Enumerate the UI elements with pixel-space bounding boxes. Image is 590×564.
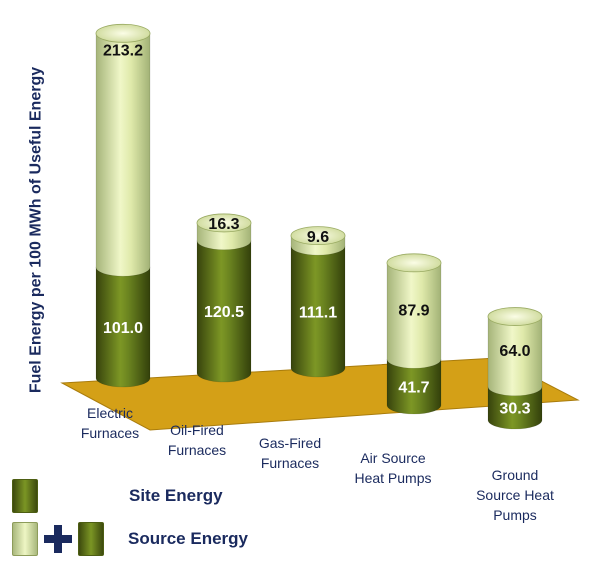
x-axis-label: Furnaces (261, 455, 319, 471)
source-energy-swatch (12, 522, 38, 556)
bars: 101.0 213.2 120.5 16.3 111.1 9.6 41.7 87.9 30.3 6… (95, 23, 543, 430)
y-axis-label: Fuel Energy per 100 MWh of Useful Energy (6, 60, 66, 400)
site-energy-bar (487, 386, 543, 430)
source-energy-value: 16.3 (208, 216, 239, 233)
site-energy-bar (386, 358, 442, 415)
bar-top-cap (196, 213, 252, 233)
x-axis-label: Furnaces (168, 442, 226, 458)
site-energy-value: 41.7 (398, 379, 429, 396)
x-axis-label: Gas-Fired (259, 435, 321, 451)
source-energy-value: 213.2 (103, 43, 143, 60)
x-axis-label: Air Source (360, 450, 426, 466)
x-axis-label: Pumps (493, 507, 537, 523)
bar-top-cap (290, 226, 346, 245)
bar-top-cap (487, 307, 543, 326)
source-energy-bar (487, 316, 543, 397)
site-energy-value: 120.5 (204, 304, 244, 321)
legend-source: Source Energy (12, 522, 248, 556)
site-energy-bar (196, 240, 252, 383)
x-axis-label: Heat Pumps (354, 470, 431, 486)
source-energy-bar (95, 33, 151, 277)
source-energy-value: 9.6 (307, 229, 329, 246)
legend-site-label: Site Energy (129, 486, 223, 505)
source-energy-value: 64.0 (499, 343, 530, 360)
x-axis-labels: Electric Furnaces Oil-Fired Furnaces Gas-Fir… (81, 405, 554, 523)
bar-top-cap (386, 253, 442, 273)
source-energy-value: 87.9 (398, 302, 429, 319)
y-axis-label-text: Fuel Energy per 100 MWh of Useful Energy (27, 66, 45, 394)
x-axis-label: Electric (87, 405, 133, 421)
x-axis-label: Oil-Fired (170, 422, 224, 438)
site-energy-bar (290, 245, 346, 378)
bar-top-cap (95, 23, 151, 43)
site-energy-swatch-2 (78, 522, 104, 556)
site-energy-value: 111.1 (299, 304, 337, 321)
x-axis-label: Ground (492, 467, 539, 483)
x-axis-label: Furnaces (81, 425, 139, 441)
legend-site: Site Energy (12, 479, 223, 513)
plus-icon (40, 523, 76, 555)
site-energy-swatch (12, 479, 38, 513)
chart-floor (60, 357, 580, 431)
source-energy-bar (386, 262, 442, 369)
site-energy-value: 30.3 (499, 401, 530, 418)
site-energy-value: 101.0 (103, 320, 143, 337)
legend-source-label: Source Energy (128, 529, 248, 548)
site-energy-bar (95, 266, 151, 388)
x-axis-label: Source Heat (476, 487, 554, 503)
